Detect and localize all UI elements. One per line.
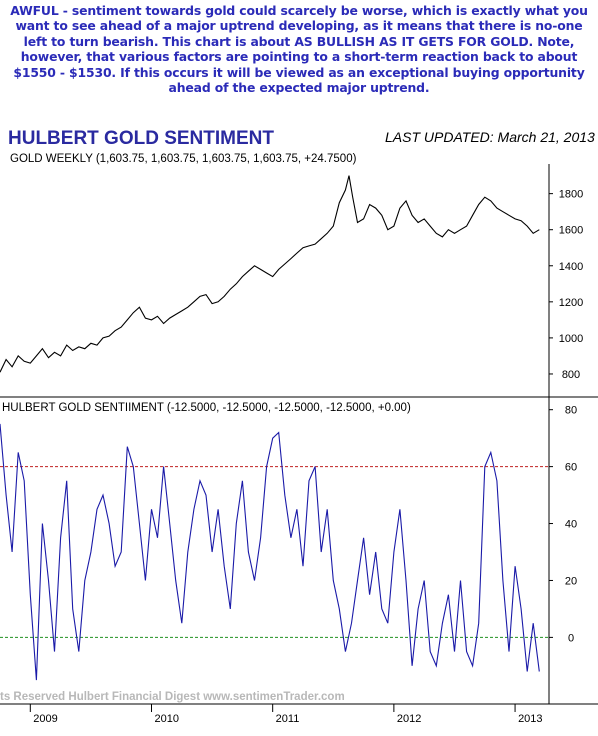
last-updated-label: LAST UPDATED: March 21, 2013 — [385, 129, 595, 145]
gold-price-line — [0, 175, 540, 373]
sentiment-y-tick-label: 0 — [568, 632, 574, 644]
gold-y-tick-label: 1200 — [559, 297, 583, 309]
sentiment-line — [0, 423, 540, 681]
gold-y-tick-label: 1400 — [559, 261, 583, 273]
gold-y-tick-label: 1800 — [559, 189, 583, 201]
sentiment-y-tick-label: 80 — [565, 405, 577, 417]
chart-title: HULBERT GOLD SENTIMENT — [8, 128, 274, 149]
x-tick-label: 2012 — [397, 713, 421, 725]
sentiment-panel-title: HULBERT GOLD SENTIIMENT (-12.5000, -12.5… — [2, 402, 411, 414]
gold-y-tick-label: 1600 — [559, 225, 583, 237]
x-tick-label: 2013 — [518, 713, 542, 725]
commentary-paragraph: AWFUL - sentiment towards gold could sca… — [10, 3, 588, 96]
x-tick-label: 2010 — [154, 713, 178, 725]
chart-area: HULBERT GOLD SENTIMENT LAST UPDATED: Mar… — [0, 128, 598, 725]
sentiment-y-tick-label: 20 — [565, 575, 577, 587]
gold-y-tick-label: 1000 — [559, 333, 583, 345]
gold-panel-title: GOLD WEEKLY (1,603.75, 1,603.75, 1,603.7… — [10, 153, 357, 165]
sentiment-y-tick-label: 60 — [565, 462, 577, 474]
sentiment-y-tick-label: 40 — [565, 519, 577, 531]
x-tick-label: 2009 — [33, 713, 57, 725]
footer-copyright: ts Reserved Hulbert Financial Digest www… — [0, 691, 345, 703]
gold-y-tick-label: 800 — [562, 369, 580, 381]
commentary-text: AWFUL - sentiment towards gold could sca… — [0, 0, 598, 100]
x-tick-label: 2011 — [276, 713, 300, 725]
